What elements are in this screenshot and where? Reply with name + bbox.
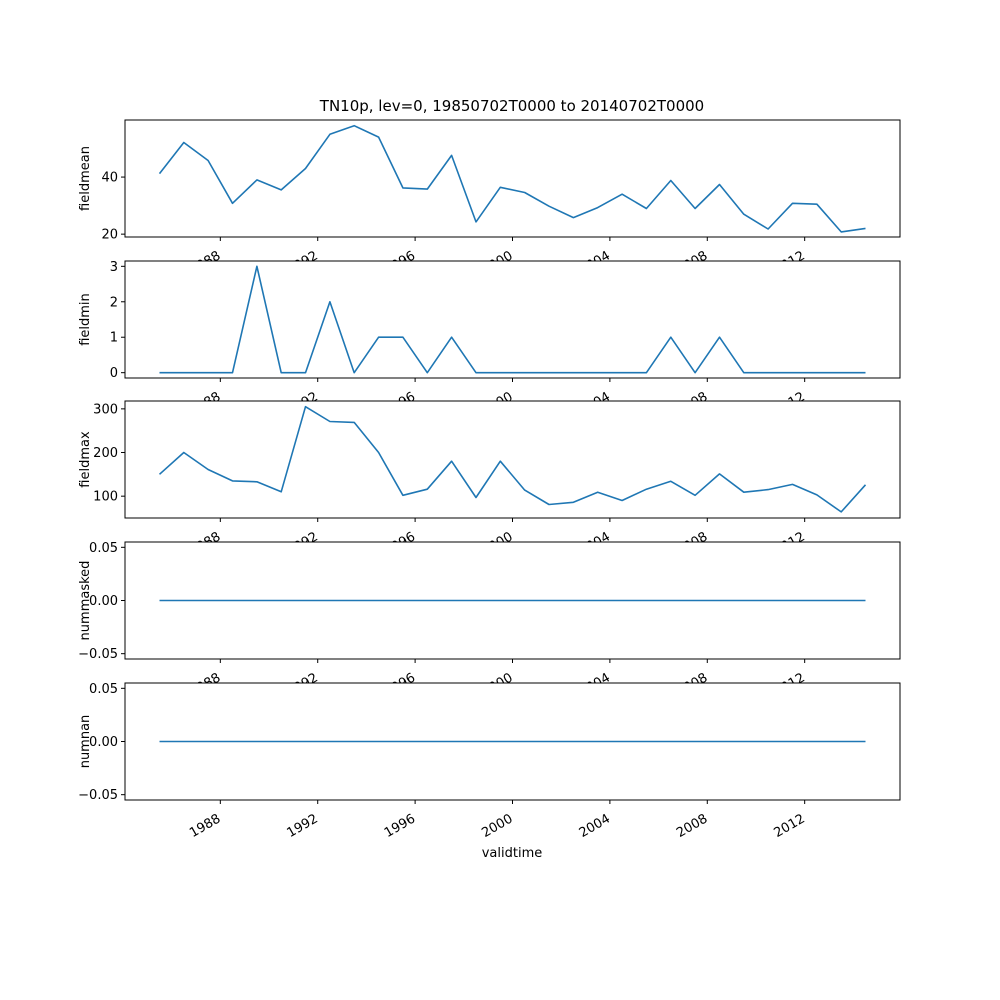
fieldmax-y-tick-label: 200 bbox=[93, 446, 118, 461]
numnan-x-tick-label: 2012 bbox=[772, 811, 808, 841]
subplot-nummasked: 0.050.00−0.05nummasked198819921996200020… bbox=[78, 541, 901, 700]
numnan-x-tick-label: 1996 bbox=[382, 811, 418, 841]
fieldmin-y-tick-label: 2 bbox=[110, 295, 118, 310]
numnan-axis-label: numnan bbox=[78, 715, 93, 769]
fieldmean-y-tick-label: 40 bbox=[101, 171, 118, 186]
fieldmin-series-line bbox=[159, 265, 866, 374]
subplot-background bbox=[125, 261, 900, 378]
nummasked-y-tick-label: 0.00 bbox=[89, 594, 118, 609]
numnan-y-tick-label: 0.05 bbox=[89, 682, 118, 697]
fieldmax-y-tick-label: 100 bbox=[93, 490, 118, 505]
subplot-background bbox=[125, 401, 900, 518]
subplot-fieldmin: 0123fieldmin1988199219962000200420082012 bbox=[78, 260, 901, 419]
subplot-fieldmean: 2040fieldmean198819921996200020042008201… bbox=[78, 119, 901, 278]
fieldmean-series-line bbox=[158, 124, 866, 233]
numnan-x-tick-label: 1988 bbox=[187, 811, 223, 841]
numnan-x-tick-label: 2008 bbox=[674, 811, 710, 841]
x-axis-label: validtime bbox=[482, 846, 543, 861]
fieldmax-series-line bbox=[158, 405, 867, 513]
fieldmin-axis-label: fieldmin bbox=[78, 293, 93, 346]
subplot-fieldmax: 100200300fieldmax19881992199620002004200… bbox=[78, 400, 901, 559]
nummasked-axis-label: nummasked bbox=[78, 561, 93, 641]
chart-title: TN10p, lev=0, 19850702T0000 to 20140702T… bbox=[319, 97, 704, 115]
fieldmean-axis-label: fieldmean bbox=[78, 146, 93, 211]
subplot-stack: 2040fieldmean198819921996200020042008201… bbox=[78, 119, 901, 841]
fieldmin-y-tick-label: 0 bbox=[110, 366, 118, 381]
fieldmean-axes-frame bbox=[124, 119, 901, 238]
fieldmin-y-tick-label: 1 bbox=[110, 331, 118, 346]
numnan-x-tick-label: 2004 bbox=[577, 811, 613, 841]
subplot-numnan: 0.05 0.00 −0.05 numnan 1988 1992 1996 2000 2004 2… bbox=[78, 682, 901, 841]
fieldmin-y-tick-label: 3 bbox=[110, 260, 118, 275]
fieldmax-axis-label: fieldmax bbox=[78, 431, 93, 488]
numnan-y-tick-label: −0.05 bbox=[78, 788, 118, 803]
numnan-y-tick-label: 0.00 bbox=[89, 735, 118, 750]
nummasked-y-tick-label: −0.05 bbox=[78, 647, 118, 662]
numnan-x-tick-label: 2000 bbox=[479, 811, 515, 841]
fieldmax-y-tick-label: 300 bbox=[93, 402, 118, 417]
numnan-x-tick-label: 1992 bbox=[285, 811, 321, 841]
fieldmean-y-tick-label: 20 bbox=[101, 228, 118, 243]
nummasked-y-tick-label: 0.05 bbox=[89, 541, 118, 556]
